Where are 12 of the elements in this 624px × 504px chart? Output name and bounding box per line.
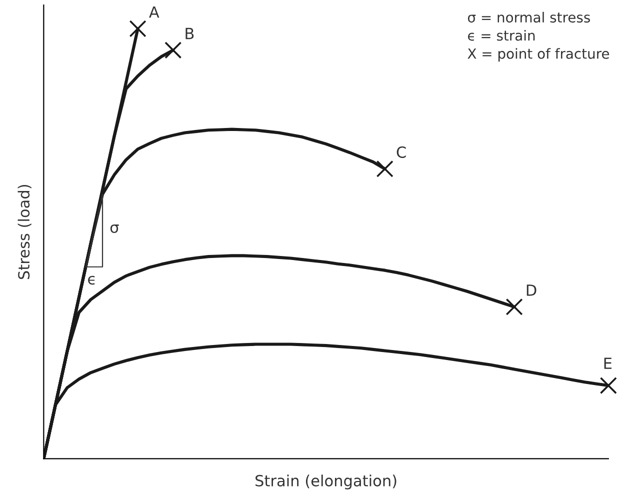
text: σ = normal stress — [468, 12, 590, 23]
annotation: ϵ — [88, 276, 95, 285]
annotation: σ — [110, 224, 119, 234]
series-label: D — [526, 284, 536, 296]
x-axis-title: Strain (elongation) — [256, 474, 396, 490]
series-label: B — [186, 28, 194, 40]
annotation: ϵ = strain — [468, 30, 535, 41]
series-label: A — [149, 6, 160, 18]
series-label: C — [396, 146, 406, 158]
y-axis-title: Stress (load) — [18, 184, 32, 280]
series-label: E — [604, 358, 612, 369]
annotation: X = point of fracture — [468, 48, 610, 62]
